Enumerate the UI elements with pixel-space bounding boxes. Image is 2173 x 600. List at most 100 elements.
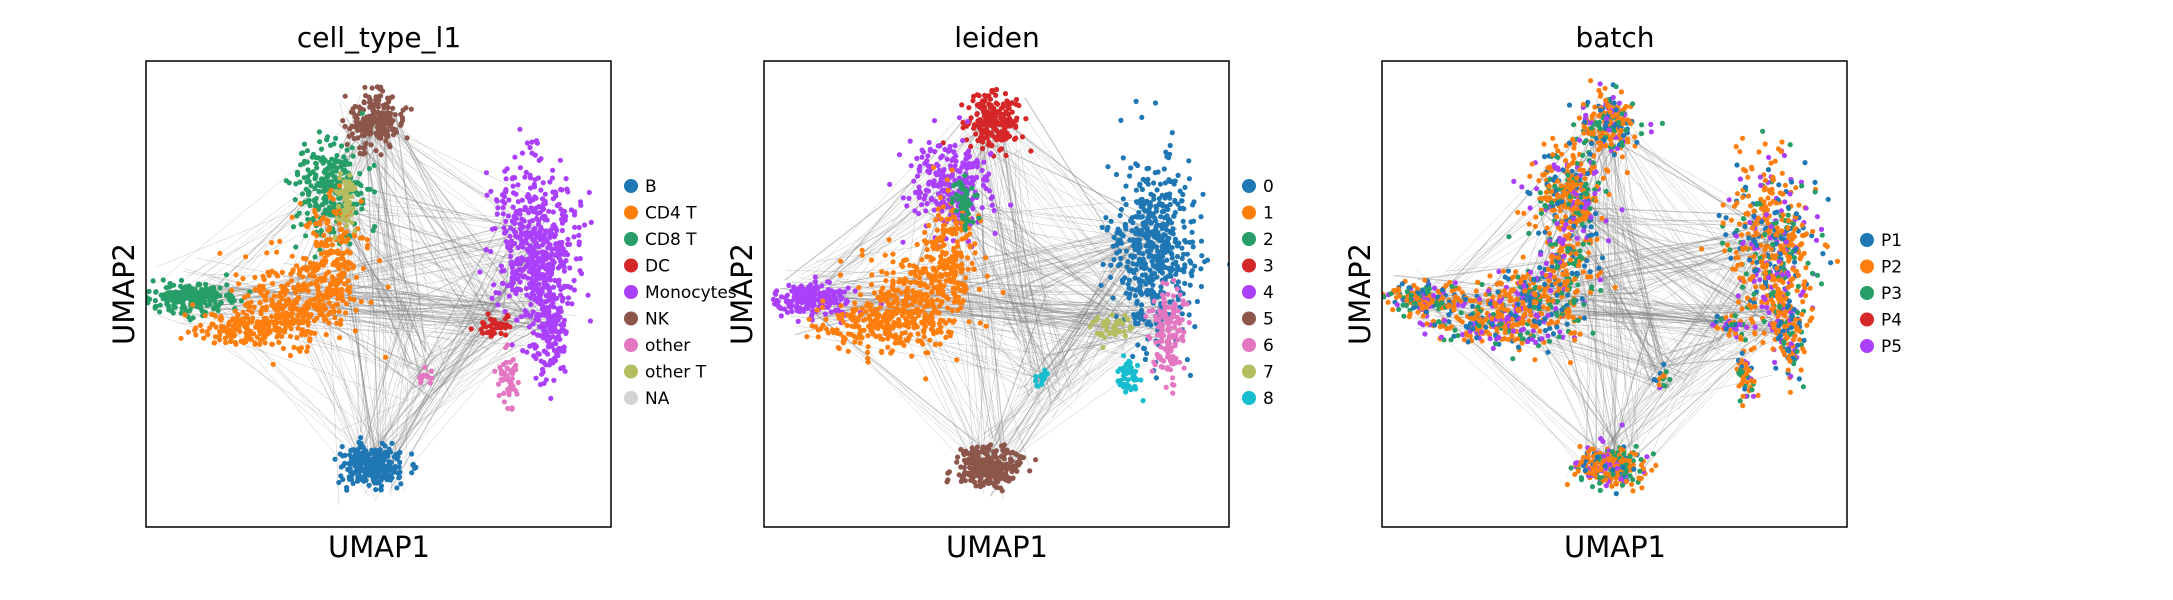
cell-point (543, 329, 549, 335)
cell-point (941, 250, 947, 256)
graph-edge (291, 284, 411, 320)
cell-point (834, 327, 840, 333)
cell-point (527, 175, 534, 181)
cell-point (514, 391, 520, 397)
cell-point (564, 186, 570, 192)
cell-point (199, 328, 205, 334)
cell-point (1108, 274, 1114, 280)
cell-point (944, 156, 950, 162)
cell-point (292, 197, 298, 203)
cell-point (1194, 298, 1200, 305)
cell-point (533, 355, 539, 362)
legend-label: other T (645, 363, 707, 383)
cell-point (868, 302, 874, 308)
cell-point (496, 321, 502, 327)
cell-point (972, 241, 978, 247)
cell-point (795, 298, 801, 304)
cell-point (874, 315, 881, 321)
cell-point (203, 281, 209, 287)
graph-edge (1047, 309, 1163, 411)
cell-point (571, 277, 577, 284)
graph-edge (973, 123, 1141, 329)
cell-point (955, 285, 961, 291)
cell-point (316, 298, 322, 304)
cell-point (576, 224, 582, 231)
graph-edge (981, 106, 1066, 368)
cell-point (989, 456, 995, 462)
cell-point (152, 304, 158, 310)
cell-point (958, 305, 964, 311)
cell-point (308, 330, 314, 336)
graph-edge (825, 298, 1115, 321)
cell-point (560, 295, 566, 301)
cell-point (917, 301, 923, 307)
cell-point (900, 263, 906, 270)
graph-edge (405, 226, 514, 334)
graph-edge (382, 334, 486, 452)
cell-point (866, 313, 873, 319)
cell-point (312, 330, 318, 336)
cell-point (572, 224, 578, 230)
cell-point (336, 274, 342, 280)
graph-edge (967, 181, 1025, 367)
cell-point (240, 320, 246, 326)
graph-edge (291, 189, 461, 324)
cell-point (378, 486, 384, 492)
cell-point (531, 292, 537, 298)
cell-point (529, 150, 535, 156)
graph-edge (797, 118, 994, 306)
graph-edge (818, 107, 992, 328)
cell-point (984, 134, 990, 140)
cell-point (539, 215, 545, 221)
cell-point (542, 198, 548, 204)
cell-point (1004, 103, 1010, 110)
cell-point (971, 266, 977, 272)
cell-point (346, 182, 352, 188)
cell-point (484, 329, 490, 336)
cell-point (313, 173, 319, 179)
cell-point (480, 330, 486, 336)
cell-point (499, 280, 506, 286)
cell-point (1009, 100, 1015, 106)
cell-point (340, 118, 346, 124)
cell-point (915, 331, 921, 337)
graph-edge (381, 122, 478, 325)
cell-point (979, 457, 985, 463)
cell-point (954, 239, 960, 245)
cell-point (266, 326, 272, 332)
cell-point (296, 271, 302, 277)
cell-point (394, 485, 400, 491)
cell-point (903, 277, 909, 283)
cell-point (269, 297, 275, 303)
cell-point (1014, 115, 1020, 121)
cell-point (970, 451, 976, 457)
cell-point (353, 210, 359, 216)
graph-edge (976, 145, 1010, 315)
cell-point (1001, 442, 1007, 448)
cell-point (550, 196, 556, 202)
cell-point (971, 93, 977, 99)
cell-point (320, 160, 326, 166)
cell-point (297, 179, 303, 185)
cell-point (1133, 287, 1139, 293)
cell-point (954, 459, 960, 465)
cell-point (826, 279, 833, 285)
cell-point (349, 131, 355, 137)
cell-point (384, 109, 391, 116)
cell-point (946, 271, 952, 277)
cell-point (963, 156, 969, 162)
cell-point (960, 125, 966, 131)
cell-point (327, 237, 333, 243)
graph-edge (404, 303, 433, 366)
cell-point (294, 296, 300, 303)
cell-point (325, 181, 331, 188)
cell-point (883, 318, 889, 324)
cell-point (945, 305, 951, 311)
graph-edge (788, 280, 903, 283)
cell-point (505, 213, 511, 219)
cell-point (180, 302, 187, 308)
cell-point (358, 451, 365, 457)
cell-point (1001, 115, 1007, 121)
cell-point (514, 286, 520, 292)
